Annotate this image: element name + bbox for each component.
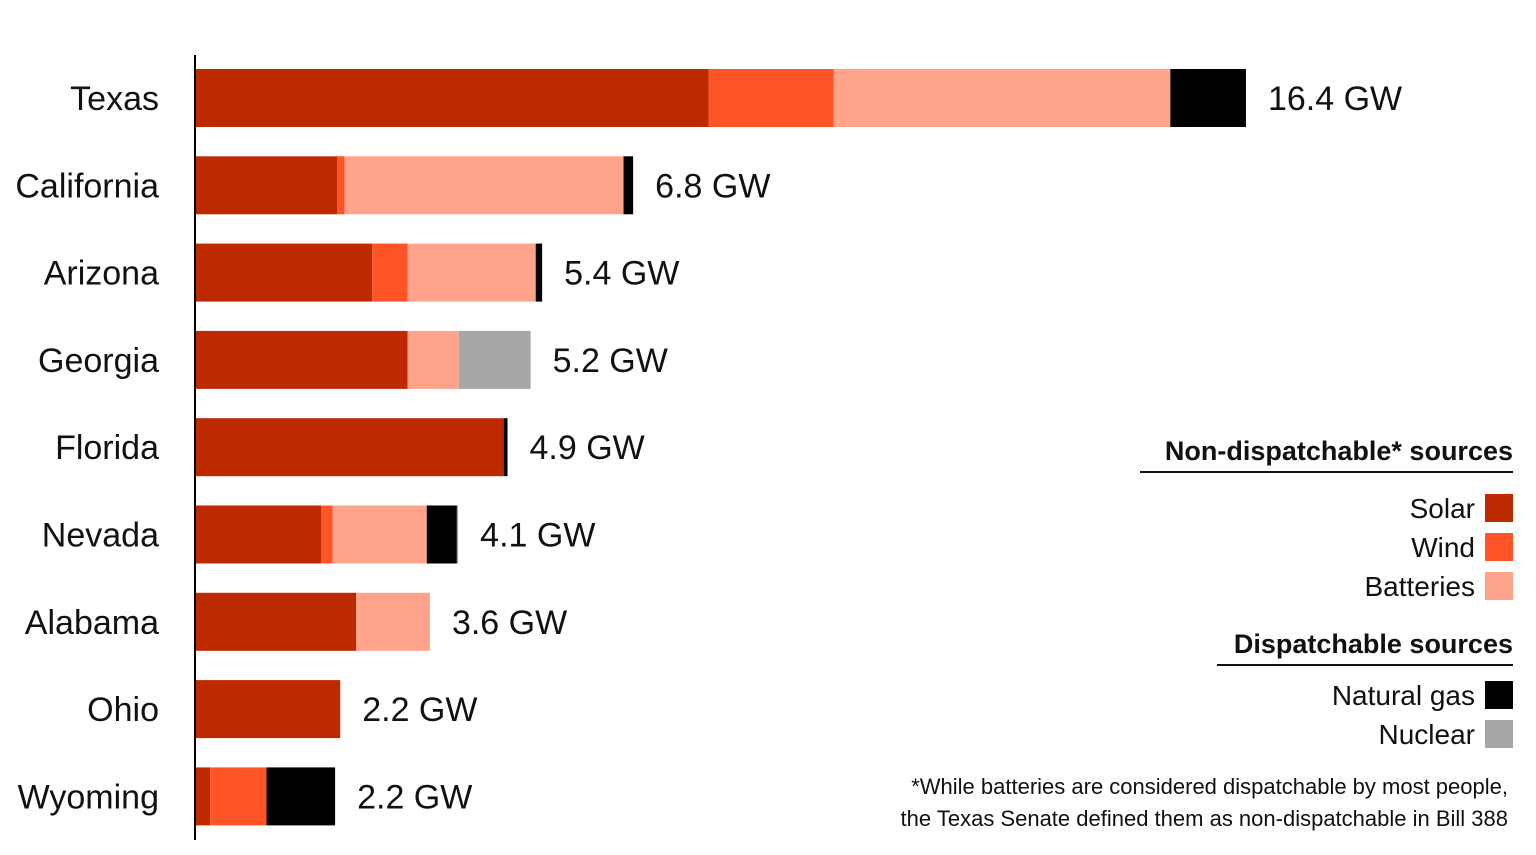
bar-nevada-solar	[196, 505, 321, 564]
bars-layer	[196, 69, 1246, 826]
legend-swatch-solar	[1485, 494, 1513, 522]
bar-alabama-solar	[196, 592, 357, 651]
legend-swatch-nuclear	[1485, 720, 1513, 748]
bar-nevada-natural-gas	[426, 505, 457, 564]
bar-california-natural-gas	[623, 156, 634, 215]
total-label-georgia: 5.2 GW	[553, 342, 668, 380]
bar-ohio-solar	[196, 680, 341, 739]
bar-nevada-batteries	[332, 505, 427, 564]
legend-swatch-batteries	[1485, 572, 1513, 600]
bar-georgia-nuclear	[458, 330, 531, 389]
bar-arizona-wind	[372, 243, 408, 302]
bar-texas-batteries	[833, 69, 1171, 127]
bar-nevada-wind	[320, 505, 333, 564]
bar-california-wind	[337, 156, 345, 215]
bar-texas-solar	[196, 69, 709, 127]
legend-swatch-natural-gas	[1485, 681, 1513, 709]
total-label-texas: 16.4 GW	[1268, 80, 1402, 118]
footnote: *While batteries are considered dispatch…	[901, 774, 1508, 831]
bar-georgia-solar	[196, 330, 408, 389]
labels-layer: Texas 16.4 GW California 6.8 GW Arizona 5.4 G…	[15, 80, 1402, 816]
total-label-florida: 4.9 GW	[530, 429, 645, 467]
category-label-florida: Florida	[55, 429, 159, 467]
bar-nevada-nuclear	[456, 505, 459, 564]
category-label-arizona: Arizona	[44, 255, 159, 293]
category-label-alabama: Alabama	[25, 604, 159, 642]
legend-heading-non-dispatchable-sources: Non-dispatchable* sources	[1165, 436, 1513, 466]
category-label-nevada: Nevada	[42, 517, 159, 555]
bar-alabama-batteries	[356, 592, 430, 651]
category-label-california: California	[15, 167, 159, 205]
bar-florida-natural-gas	[503, 418, 508, 477]
category-label-georgia: Georgia	[38, 342, 159, 380]
total-label-nevada: 4.1 GW	[480, 517, 595, 555]
bar-wyoming-solar	[196, 767, 211, 826]
bar-wyoming-wind	[210, 767, 267, 826]
total-label-wyoming: 2.2 GW	[357, 778, 472, 816]
legend-label-wind: Wind	[1411, 532, 1475, 563]
legend-label-natural-gas: Natural gas	[1332, 680, 1475, 711]
category-label-wyoming: Wyoming	[18, 778, 159, 816]
legend-label-solar: Solar	[1410, 493, 1475, 524]
legend-label-batteries: Batteries	[1365, 571, 1476, 602]
category-label-texas: Texas	[70, 80, 159, 118]
bar-california-batteries	[344, 156, 624, 215]
legend-heading-dispatchable-sources: Dispatchable sources	[1234, 629, 1513, 659]
legend-label-nuclear: Nuclear	[1379, 719, 1475, 750]
bar-wyoming-natural-gas	[266, 767, 336, 826]
total-label-ohio: 2.2 GW	[362, 691, 477, 729]
legend-swatch-wind	[1485, 533, 1513, 561]
footnote-line-2: the Texas Senate defined them as non-dis…	[901, 806, 1508, 831]
bar-arizona-solar	[196, 243, 373, 302]
bar-arizona-batteries	[407, 243, 536, 302]
bar-georgia-batteries	[407, 330, 459, 389]
bar-california-solar	[196, 156, 338, 215]
bar-florida-solar	[196, 418, 504, 477]
legend: Non-dispatchable* sources Solar Wind Batter…	[1140, 436, 1513, 750]
bar-arizona-natural-gas	[535, 243, 543, 302]
bar-texas-natural-gas	[1170, 69, 1246, 127]
footnote-line-1: *While batteries are considered dispatch…	[911, 774, 1508, 799]
category-label-ohio: Ohio	[87, 691, 159, 729]
total-label-alabama: 3.6 GW	[452, 604, 567, 642]
total-label-arizona: 5.4 GW	[564, 255, 679, 293]
bar-texas-wind	[708, 69, 834, 127]
total-label-california: 6.8 GW	[655, 167, 770, 205]
